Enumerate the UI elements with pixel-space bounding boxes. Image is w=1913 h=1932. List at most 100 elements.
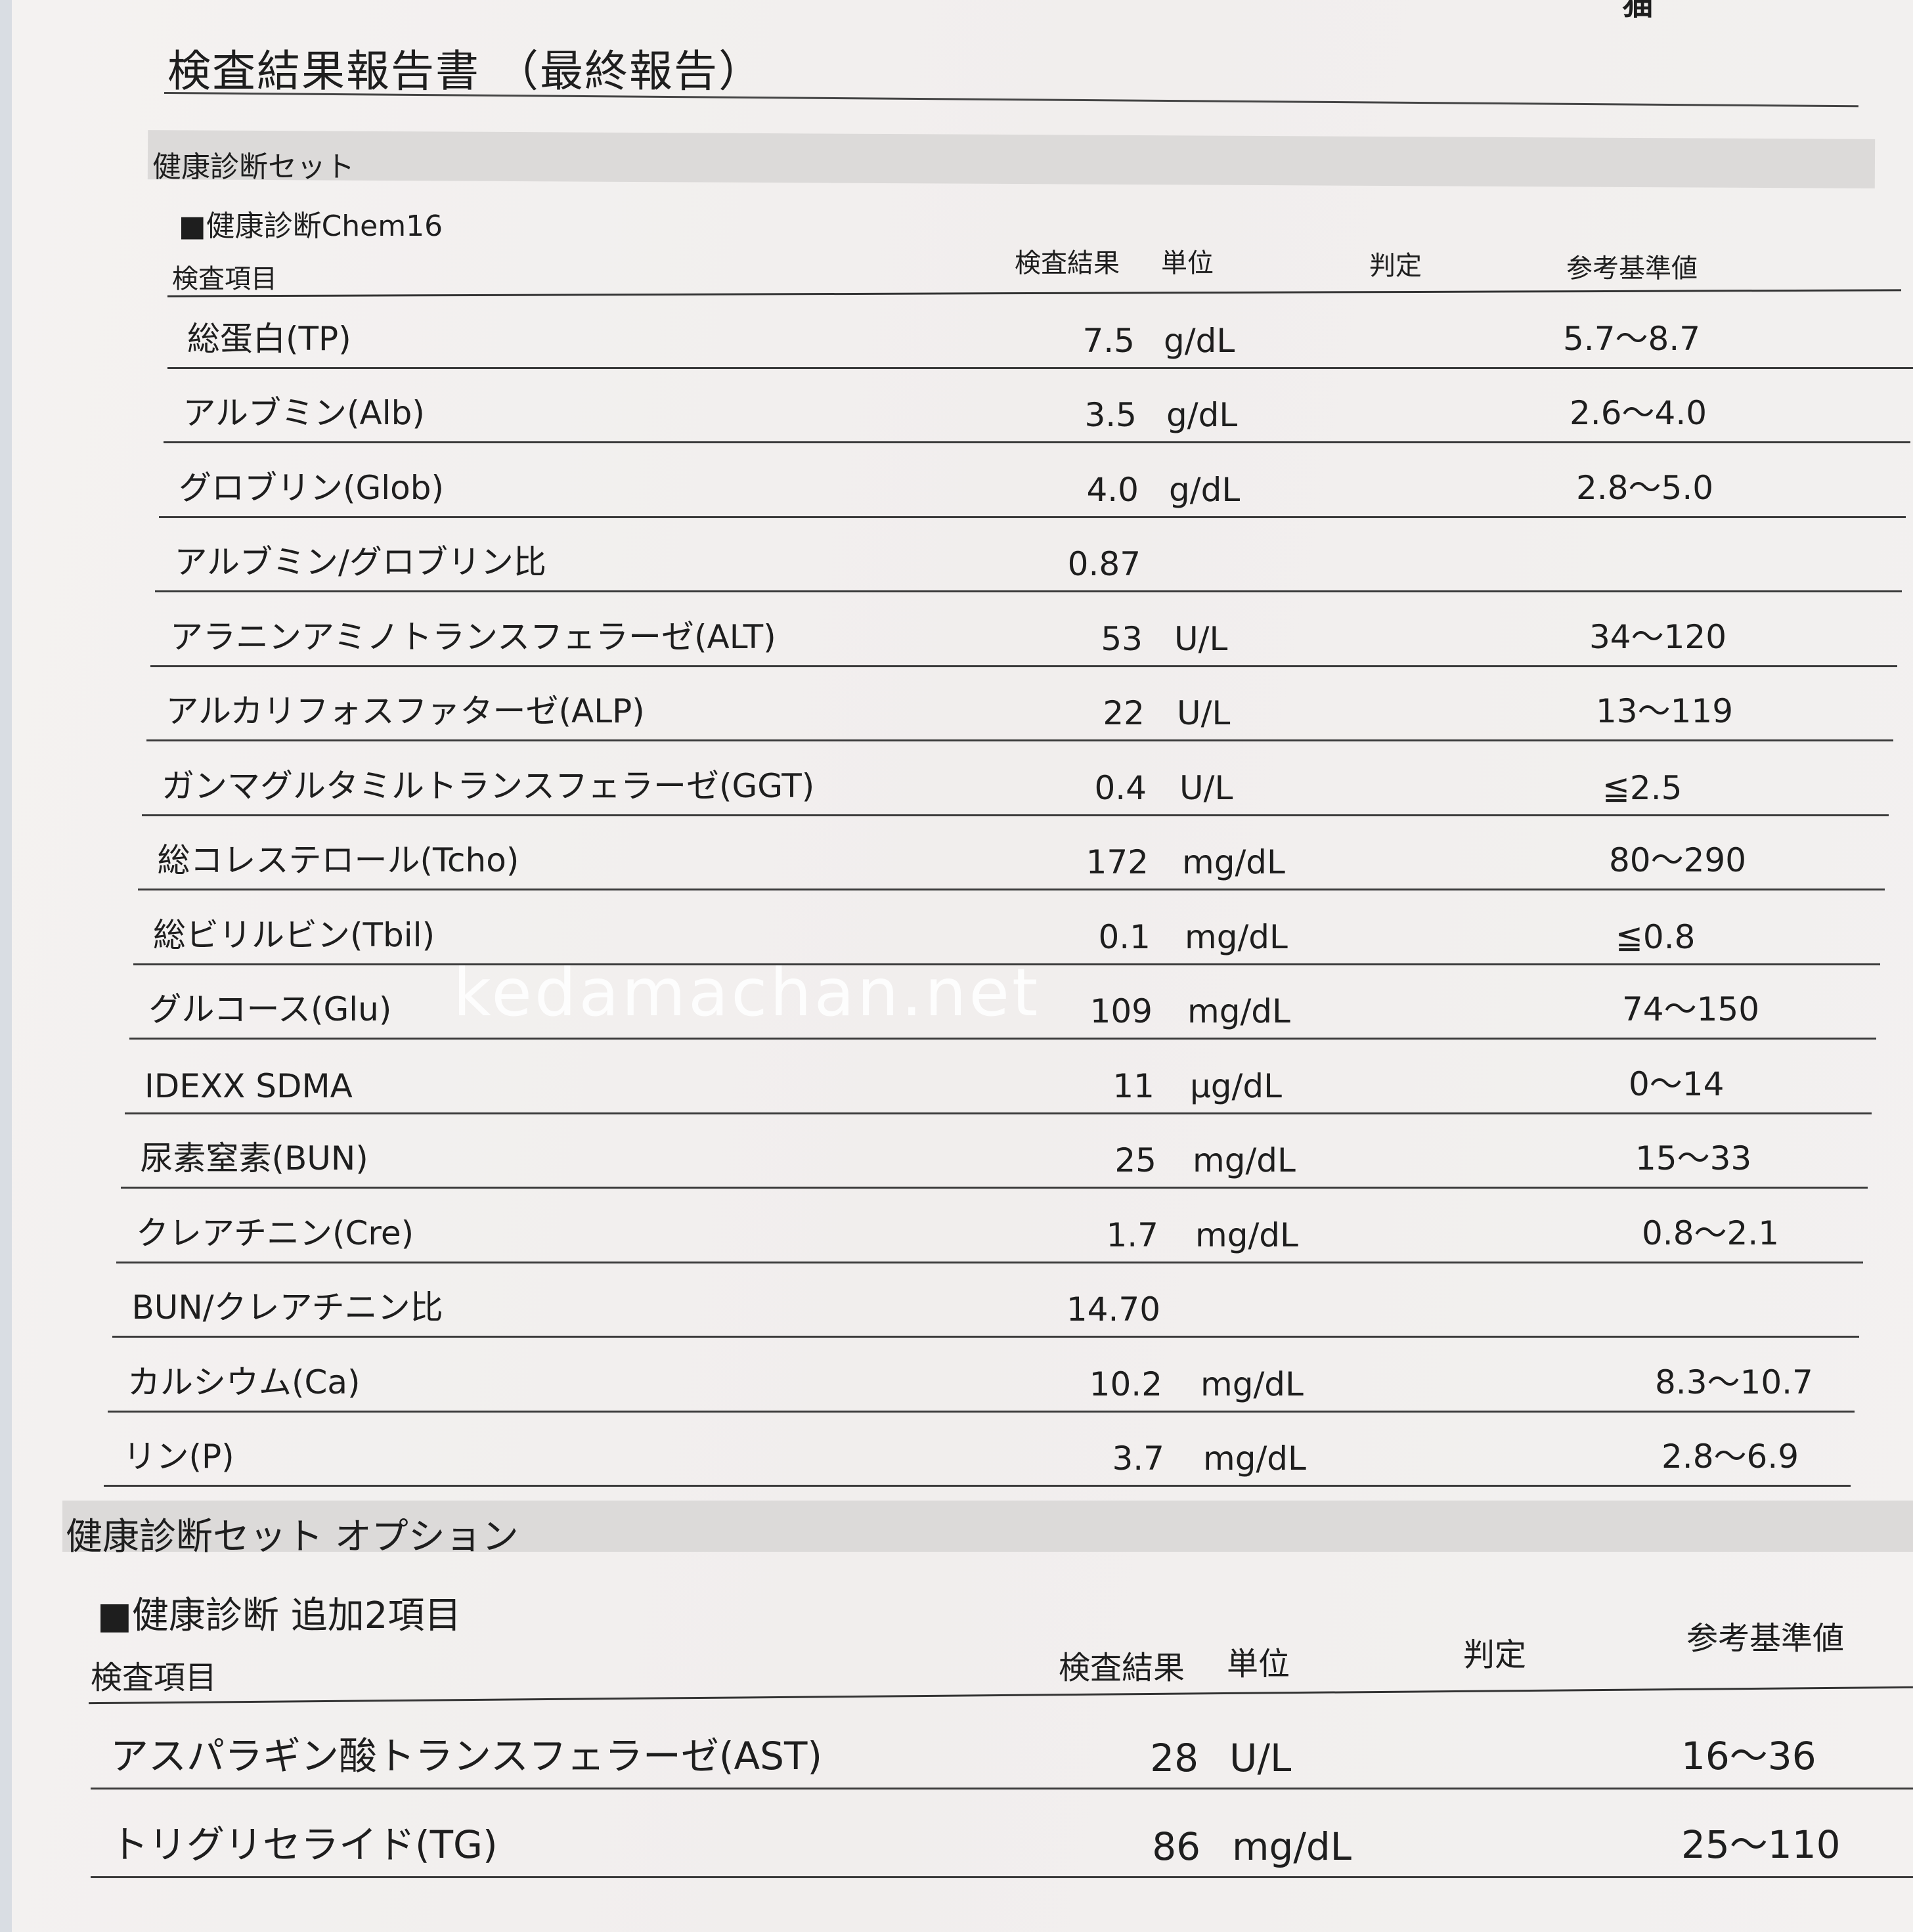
test-unit: mg/dL <box>1185 917 1288 956</box>
row-divider <box>163 441 1910 443</box>
row-divider <box>91 1788 1913 1789</box>
table-row: クレアチニン(Cre) 1.7 mg/dL 0.8～2.1 <box>116 1189 1863 1263</box>
row-divider <box>133 963 1880 965</box>
reference-range: 80～290 <box>1609 841 1747 879</box>
watermark: kedamachan.net <box>453 954 1041 1031</box>
test-unit: g/dL <box>1166 396 1238 434</box>
header-result: 検査結果 <box>1015 248 1120 278</box>
header-result: 検査結果 <box>1059 1650 1185 1686</box>
row-divider <box>120 1187 1868 1189</box>
test-unit: U/L <box>1179 768 1233 807</box>
row-divider <box>137 889 1885 890</box>
test-result: 0.87 <box>1067 545 1141 583</box>
test-name: 総コレステロール(Tcho) <box>157 841 519 879</box>
test-result: 86 <box>1152 1824 1200 1869</box>
table-row: カルシウム(Ca) 10.2 mg/dL 8.3～10.7 <box>108 1338 1855 1413</box>
header-reference: 参考基準値 <box>1566 253 1698 284</box>
test-result: 0.1 <box>1098 917 1151 956</box>
row-divider <box>112 1336 1859 1338</box>
table-row: グルコース(Glu) 109 mg/dL 74～150 <box>129 965 1876 1040</box>
test-result: 11 <box>1112 1066 1154 1105</box>
table-row: アルブミン(Alb) 3.5 g/dL 2.6～4.0 <box>163 369 1910 443</box>
row-divider <box>103 1485 1851 1487</box>
header-unit: 単位 <box>1227 1646 1290 1682</box>
test-result: 3.7 <box>1112 1439 1164 1478</box>
test-result: 1.7 <box>1106 1216 1158 1254</box>
test-name: アラニンアミノトランスフェラーゼ(ALT) <box>170 617 776 656</box>
report-title: 検査結果報告書 （最終報告） <box>167 46 763 97</box>
table-row: アルブミン/グロブリン比 0.87 <box>154 518 1902 592</box>
test-result: 22 <box>1103 694 1145 732</box>
test-unit: mg/dL <box>1193 1141 1296 1179</box>
row-divider <box>167 366 1913 369</box>
header-unit: 単位 <box>1161 248 1214 278</box>
header-judgement: 判定 <box>1369 251 1422 281</box>
test-unit: μg/dL <box>1190 1066 1282 1105</box>
test-name: BUN/クレアチニン比 <box>131 1288 443 1327</box>
table-row: グロブリン(Glob) 4.0 g/dL 2.8～5.0 <box>159 443 1906 518</box>
header-item: 検査項目 <box>91 1659 217 1696</box>
section-title: 健康診断セット オプション <box>66 1516 519 1558</box>
reference-range: 5.7～8.7 <box>1563 319 1701 358</box>
table-row: アラニンアミノトランスフェラーゼ(ALT) 53 U/L 34～120 <box>150 592 1897 667</box>
table-row: IDEXX SDMA 11 μg/dL 0～14 <box>125 1040 1872 1114</box>
test-name: アスパラギン酸トランスフェラーゼ(AST) <box>110 1734 823 1778</box>
reference-range: ≦2.5 <box>1602 768 1682 807</box>
test-unit: U/L <box>1177 694 1231 732</box>
report-paper <box>12 0 1913 1932</box>
row-divider <box>91 1876 1913 1878</box>
test-result: 10.2 <box>1089 1365 1162 1403</box>
reference-range: 15～33 <box>1635 1139 1752 1177</box>
reference-range: 34～120 <box>1589 617 1727 656</box>
test-unit: g/dL <box>1169 470 1241 509</box>
table-row: BUN/クレアチニン比 14.70 <box>112 1263 1859 1338</box>
test-name: アルカリフォスファターゼ(ALP) <box>165 692 645 730</box>
table-row: ガンマグルタミルトランスフェラーゼ(GGT) 0.4 U/L ≦2.5 <box>142 741 1889 816</box>
reference-range: 0～14 <box>1629 1065 1725 1103</box>
test-name: グルコース(Glu) <box>148 990 392 1028</box>
row-divider <box>142 814 1889 816</box>
test-unit: mg/dL <box>1187 992 1290 1030</box>
test-result: 53 <box>1101 619 1143 658</box>
test-result: 3.5 <box>1084 396 1137 434</box>
test-unit: mg/dL <box>1195 1216 1298 1254</box>
background-edge <box>0 0 12 1932</box>
test-name: アルブミン/グロブリン比 <box>174 543 546 581</box>
test-unit: mg/dL <box>1203 1439 1306 1478</box>
test-name: グロブリン(Glob) <box>179 468 444 507</box>
section-subtitle: ■健康診断 追加2項目 <box>97 1594 462 1637</box>
section-subtitle: ■健康診断Chem16 <box>179 209 443 243</box>
row-divider <box>129 1038 1876 1040</box>
species-label: 猫 <box>1622 0 1654 22</box>
test-name: ガンマグルタミルトランスフェラーゼ(GGT) <box>162 766 815 805</box>
test-name: トリグリセライド(TG) <box>110 1822 498 1867</box>
header-item: 検査項目 <box>172 264 277 294</box>
test-unit: mg/dL <box>1200 1365 1304 1403</box>
test-name: クレアチニン(Cre) <box>136 1214 414 1252</box>
table-row: トリグリセライド(TG) 86 mg/dL 25～110 <box>91 1789 1913 1878</box>
test-unit: U/L <box>1229 1736 1292 1780</box>
test-name: リン(P) <box>123 1438 234 1476</box>
reference-range: 74～150 <box>1622 990 1760 1028</box>
section-band <box>62 1501 1913 1552</box>
test-result: 28 <box>1150 1736 1198 1780</box>
test-name: 尿素窒素(BUN) <box>140 1139 368 1177</box>
test-name: 総ビリルビン(Tbil) <box>153 915 435 954</box>
reference-range: 13～119 <box>1596 692 1734 730</box>
test-result: 172 <box>1086 843 1149 881</box>
row-divider <box>146 739 1893 741</box>
table-row: 総コレステロール(Tcho) 172 mg/dL 80～290 <box>137 816 1885 890</box>
table-row: 総ビリルビン(Tbil) 0.1 mg/dL ≦0.8 <box>133 890 1880 965</box>
table-row: アルカリフォスファターゼ(ALP) 22 U/L 13～119 <box>146 667 1893 741</box>
row-divider <box>125 1112 1872 1114</box>
section-title: 健康診断セット <box>152 150 355 184</box>
table-row: リン(P) 3.7 mg/dL 2.8～6.9 <box>103 1413 1851 1487</box>
test-name: IDEXX SDMA <box>144 1066 353 1105</box>
reference-range: 16～36 <box>1681 1734 1816 1778</box>
test-name: 総蛋白(TP) <box>187 319 351 358</box>
test-result: 25 <box>1114 1141 1156 1179</box>
reference-range: 2.6～4.0 <box>1570 394 1707 432</box>
row-divider <box>150 665 1897 667</box>
test-unit: g/dL <box>1164 321 1235 360</box>
reference-range: 8.3～10.7 <box>1655 1363 1813 1401</box>
